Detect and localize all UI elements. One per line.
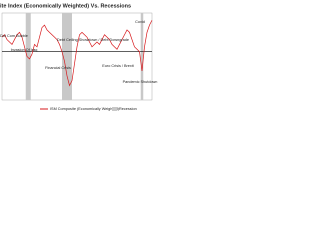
series-line [1, 20, 153, 87]
chart-title: ite Index (Economically Weighted) Vs. Re… [0, 3, 131, 9]
legend-label: Recession [119, 107, 137, 111]
annotation: Dot Com Bubble [0, 34, 28, 38]
recession-band [140, 13, 144, 100]
annotation: Invasion Of Iraq [11, 48, 38, 52]
annotation: Pandemic Shutdown [123, 80, 158, 84]
recession-band [62, 13, 72, 100]
chart: ite Index (Economically Weighted) Vs. Re… [0, 3, 158, 111]
annotation: Covid [135, 20, 145, 24]
plot-frame [1, 12, 153, 101]
page: {"chart_data": {"type": "line", "title":… [0, 3, 158, 111]
annotation: Financial Crisis [45, 66, 71, 70]
legend-swatch [112, 107, 117, 111]
annotation: Debt Ceiling Showdown / Debt Downgrade [57, 38, 129, 42]
annotation: Euro Crisis / Brexit [102, 64, 134, 68]
recession-band [25, 13, 31, 100]
legend-label: ISM Composite (Economically Weighted) [50, 107, 120, 111]
